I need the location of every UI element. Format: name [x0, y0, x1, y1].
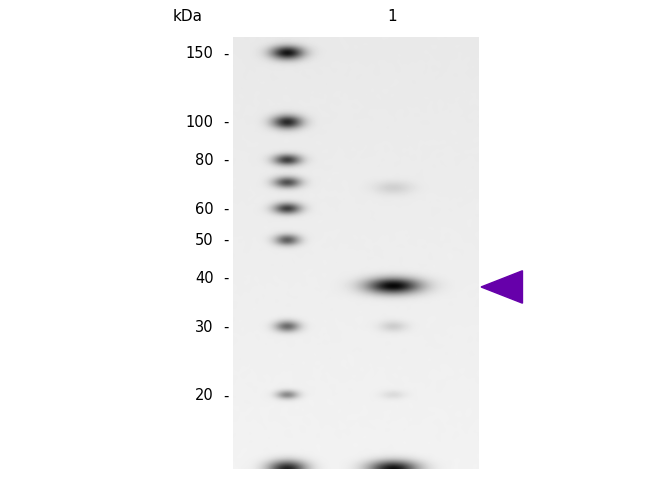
Text: -: - [224, 320, 229, 335]
Text: 100: 100 [185, 115, 213, 130]
Text: -: - [224, 388, 229, 404]
Text: 150: 150 [186, 46, 213, 61]
Text: 80: 80 [195, 153, 213, 168]
Text: -: - [224, 271, 229, 286]
Text: 1: 1 [387, 9, 397, 24]
Text: -: - [224, 46, 229, 61]
Text: -: - [224, 115, 229, 130]
Text: 60: 60 [195, 202, 213, 217]
Polygon shape [481, 271, 523, 303]
Text: -: - [224, 233, 229, 248]
Text: -: - [224, 202, 229, 217]
Text: 30: 30 [195, 320, 213, 335]
Text: 40: 40 [195, 271, 213, 286]
Text: 50: 50 [195, 233, 213, 248]
Text: kDa: kDa [173, 9, 203, 24]
Text: 20: 20 [195, 388, 213, 404]
Text: -: - [224, 153, 229, 168]
